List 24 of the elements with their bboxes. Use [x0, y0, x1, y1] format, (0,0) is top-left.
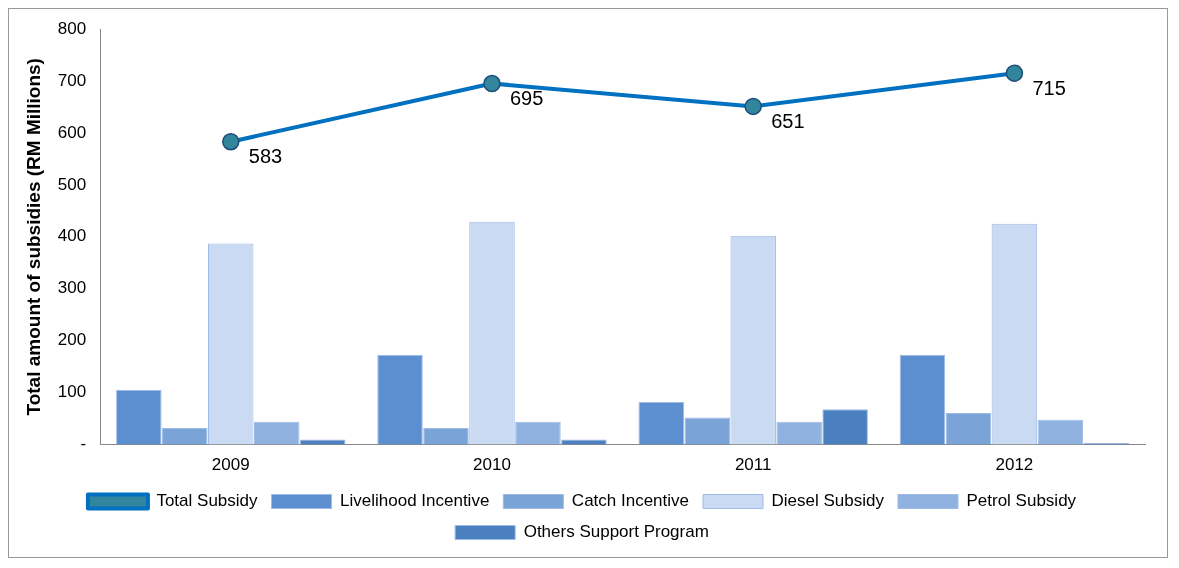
legend-label: Catch Incentive: [571, 491, 690, 511]
x-tick-label: 2012: [995, 455, 1034, 475]
legend-label: Livelihood Incentive: [340, 491, 490, 511]
legend-label: Diesel Subsidy: [771, 491, 885, 511]
x-tick-label: 2009: [211, 455, 250, 475]
data-label: 695: [509, 87, 544, 110]
x-tick-label: 2011: [734, 455, 772, 475]
data-label: 583: [248, 145, 283, 168]
x-tick-label: 2010: [473, 455, 511, 475]
y-tick-label: 600: [57, 122, 87, 142]
y-tick-label: 400: [57, 226, 87, 246]
y-tick-label: 100: [57, 382, 87, 402]
y-axis-title: Total amount of subsidies (RM Millions): [22, 58, 44, 416]
y-tick-label: 300: [57, 278, 87, 298]
y-tick-label: -: [80, 434, 87, 454]
y-tick-label: 500: [57, 174, 87, 194]
data-label: 715: [1032, 76, 1066, 99]
y-tick-label: 800: [57, 18, 87, 38]
legend-label: Others Support Program: [523, 522, 709, 542]
legend-label: Petrol Subsidy: [966, 491, 1077, 511]
legend-label: Total Subsidy: [156, 491, 259, 511]
y-tick-label: 700: [57, 70, 87, 90]
y-tick-label: 200: [57, 330, 87, 350]
data-label: 651: [771, 109, 805, 132]
